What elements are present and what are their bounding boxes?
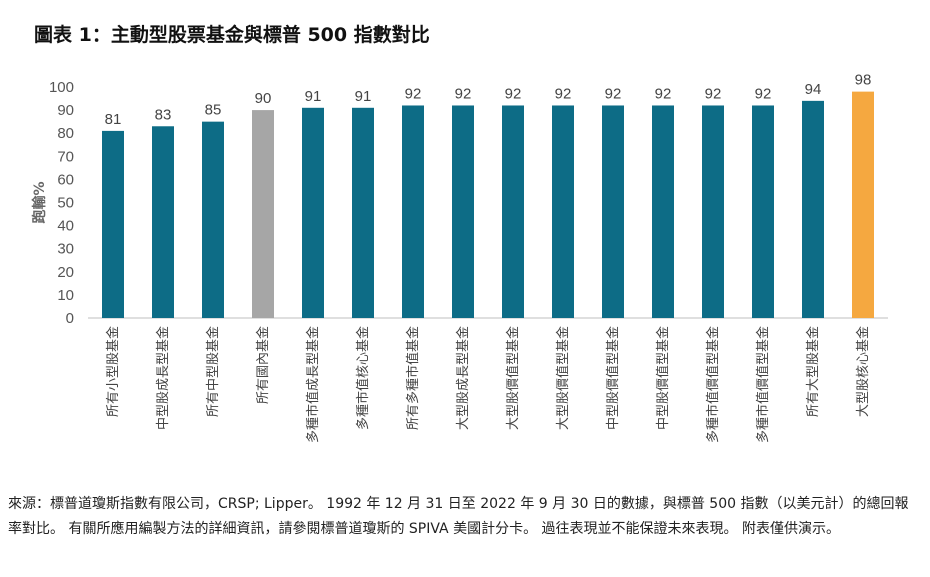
y-tick-label: 100 (49, 79, 74, 96)
bar-value-label: 90 (255, 90, 272, 107)
chart-title: 圖表 1：主動型股票基金與標普 500 指數對比 (34, 24, 430, 46)
y-tick-label: 40 (57, 218, 74, 235)
bar-value-label: 85 (205, 102, 222, 119)
bar-value-label: 98 (855, 72, 872, 89)
bar (152, 126, 174, 319)
y-tick-label: 10 (57, 287, 74, 304)
y-tick-label: 50 (57, 195, 74, 212)
bars-group (102, 91, 874, 319)
bar (502, 105, 524, 318)
x-tick-label: 大型股核心基金 (855, 326, 871, 417)
y-tick-label: 30 (57, 241, 74, 258)
bar-value-label: 92 (705, 85, 722, 102)
bar-chart: 0 10 20 30 40 50 60 70 80 90 100 81 83 85 90 91 91 92 92 9… (31, 72, 888, 443)
y-tick-label: 0 (66, 310, 74, 327)
bar (202, 121, 224, 319)
bar (702, 105, 724, 318)
y-tick-label: 70 (57, 148, 74, 165)
x-tick-label: 中型股價值型基金 (605, 326, 621, 430)
bar (402, 105, 424, 318)
y-axis-label: 跑輸% (31, 181, 48, 223)
bar-value-label: 92 (755, 85, 772, 102)
y-tick-label: 60 (57, 171, 74, 188)
source-note: 來源：標普道瓊斯指數有限公司，CRSP; Lipper。 1992 年 12 月… (8, 496, 909, 537)
bar (852, 91, 874, 319)
y-axis: 0 10 20 30 40 50 60 70 80 90 100 (49, 79, 888, 327)
bar (552, 105, 574, 318)
x-tick-label: 大型股價值型基金 (555, 326, 571, 430)
bar-value-label: 91 (305, 88, 322, 105)
bar (352, 107, 374, 318)
bar-value-label: 92 (655, 85, 672, 102)
bar (252, 110, 274, 318)
bar-value-label: 92 (505, 85, 522, 102)
bar (452, 105, 474, 318)
bar (602, 105, 624, 318)
bar-value-label: 92 (555, 85, 572, 102)
bar-value-label: 92 (605, 85, 622, 102)
bar-value-label: 83 (155, 106, 172, 123)
y-tick-label: 80 (57, 125, 74, 142)
y-tick-label: 90 (57, 102, 74, 119)
x-tick-label: 大型股成長型基金 (455, 326, 471, 430)
x-tick-label: 所有中型股基金 (205, 326, 221, 417)
bar (102, 130, 124, 318)
x-tick-label: 中型股價值型基金 (655, 326, 671, 430)
x-tick-label: 所有國內基金 (255, 326, 271, 404)
bar (652, 105, 674, 318)
x-tick-label: 所有多種市值基金 (405, 326, 421, 430)
x-tick-label: 多種市值成長型基金 (305, 326, 321, 443)
bar-value-label: 91 (355, 88, 372, 105)
value-labels: 81 83 85 90 91 91 92 92 92 92 92 92 92 92 94 98 (105, 72, 872, 128)
x-axis-labels: 所有小型股基金 中型股成長型基金 所有中型股基金 所有國內基金 多種市值成長型基金 多種市… (105, 326, 871, 443)
bar (802, 100, 824, 318)
bar-value-label: 94 (805, 81, 822, 98)
bar-value-label: 92 (405, 85, 422, 102)
y-tick-label: 20 (57, 264, 74, 281)
x-tick-label: 多種市值價值型基金 (755, 326, 771, 443)
x-tick-label: 大型股價值型基金 (505, 326, 521, 430)
bar (752, 105, 774, 318)
x-tick-label: 所有大型股基金 (805, 326, 821, 417)
bar-value-label: 81 (105, 111, 122, 128)
x-tick-label: 多種市值價值型基金 (705, 326, 721, 443)
bar-value-label: 92 (455, 85, 472, 102)
x-tick-label: 所有小型股基金 (105, 326, 121, 417)
x-tick-label: 多種市值核心基金 (355, 326, 371, 430)
x-tick-label: 中型股成長型基金 (155, 326, 171, 430)
bar (302, 107, 324, 318)
